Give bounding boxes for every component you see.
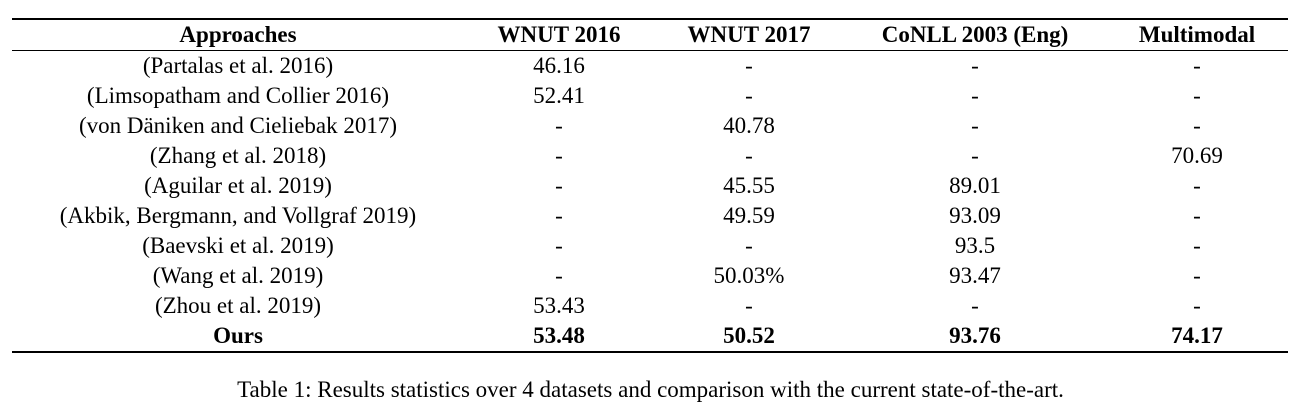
- table-header-row: Approaches WNUT 2016 WNUT 2017 CoNLL 200…: [12, 19, 1288, 51]
- approach-cell: (Baevski et al. 2019): [142, 233, 334, 258]
- wnut2017-cell: 49.59: [723, 203, 775, 228]
- approach-cell: (Zhang et al. 2018): [149, 143, 327, 168]
- header-approaches: Approaches: [179, 22, 297, 47]
- header-conll-2003: CoNLL 2003 (Eng): [881, 22, 1069, 47]
- wnut2016-cell: 52.41: [533, 83, 585, 108]
- table-caption: Table 1: Results statistics over 4 datas…: [237, 377, 1064, 402]
- header-multimodal: Multimodal: [1138, 22, 1256, 47]
- wnut2017-cell: -: [745, 53, 753, 78]
- wnut2016-cell: 46.16: [533, 53, 585, 78]
- header-wnut-2017: WNUT 2017: [687, 22, 811, 47]
- conll2003-cell: -: [971, 143, 979, 168]
- table-row: (Akbik, Bergmann, and Vollgraf 2019) - 4…: [12, 201, 1288, 231]
- header-wnut-2016: WNUT 2016: [497, 22, 621, 47]
- wnut2017-cell: 50.03%: [713, 263, 785, 288]
- table-row: (von Däniken and Cieliebak 2017) - 40.78…: [12, 111, 1288, 141]
- multimodal-cell: 74.17: [1171, 323, 1223, 348]
- multimodal-cell: -: [1193, 293, 1201, 318]
- approach-cell: Ours: [213, 323, 263, 348]
- multimodal-cell: -: [1193, 233, 1201, 258]
- multimodal-cell: -: [1193, 113, 1201, 138]
- table-row: (Aguilar et al. 2019) - 45.55 89.01 -: [12, 171, 1288, 201]
- multimodal-cell: -: [1193, 173, 1201, 198]
- wnut2017-cell: -: [745, 143, 753, 168]
- approach-cell: (Aguilar et al. 2019): [144, 173, 332, 198]
- wnut2016-cell: -: [555, 173, 563, 198]
- table-row: (Wang et al. 2019) - 50.03% 93.47 -: [12, 261, 1288, 291]
- conll2003-cell: 93.76: [949, 323, 1001, 348]
- table-row: (Limsopatham and Collier 2016) 52.41 - -…: [12, 81, 1288, 111]
- conll2003-cell: 93.47: [949, 263, 1001, 288]
- wnut2017-cell: 50.52: [723, 323, 775, 348]
- conll2003-cell: -: [971, 113, 979, 138]
- wnut2017-cell: -: [745, 233, 753, 258]
- conll2003-cell: 89.01: [949, 173, 1001, 198]
- conll2003-cell: -: [971, 293, 979, 318]
- wnut2016-cell: -: [555, 233, 563, 258]
- multimodal-cell: 70.69: [1171, 143, 1223, 168]
- wnut2017-cell: 45.55: [723, 173, 775, 198]
- approach-cell: (Wang et al. 2019): [152, 263, 324, 288]
- results-table: Approaches WNUT 2016 WNUT 2017 CoNLL 200…: [12, 18, 1288, 353]
- wnut2017-cell: -: [745, 83, 753, 108]
- conll2003-cell: -: [971, 83, 979, 108]
- conll2003-cell: -: [971, 53, 979, 78]
- approach-cell: (Partalas et al. 2016): [142, 53, 334, 78]
- results-table-container: Approaches WNUT 2016 WNUT 2017 CoNLL 200…: [12, 18, 1288, 353]
- conll2003-cell: 93.09: [949, 203, 1001, 228]
- approach-cell: (Akbik, Bergmann, and Vollgraf 2019): [59, 203, 417, 228]
- table-row: (Baevski et al. 2019) - - 93.5 -: [12, 231, 1288, 261]
- table-row-ours: Ours 53.48 50.52 93.76 74.17: [12, 321, 1288, 352]
- wnut2016-cell: -: [555, 143, 563, 168]
- wnut2016-cell: -: [555, 263, 563, 288]
- wnut2017-cell: 40.78: [723, 113, 775, 138]
- multimodal-cell: -: [1193, 83, 1201, 108]
- wnut2016-cell: 53.48: [533, 323, 585, 348]
- approach-cell: (Zhou et al. 2019): [154, 293, 322, 318]
- conll2003-cell: 93.5: [954, 233, 996, 258]
- wnut2017-cell: -: [745, 293, 753, 318]
- approach-cell: (Limsopatham and Collier 2016): [86, 83, 390, 108]
- multimodal-cell: -: [1193, 263, 1201, 288]
- table-row: (Zhou et al. 2019) 53.43 - - -: [12, 291, 1288, 321]
- table-row: (Partalas et al. 2016) 46.16 - - -: [12, 51, 1288, 82]
- multimodal-cell: -: [1193, 53, 1201, 78]
- wnut2016-cell: -: [555, 203, 563, 228]
- wnut2016-cell: 53.43: [533, 293, 585, 318]
- multimodal-cell: -: [1193, 203, 1201, 228]
- wnut2016-cell: -: [555, 113, 563, 138]
- table-row: (Zhang et al. 2018) - - - 70.69: [12, 141, 1288, 171]
- approach-cell: (von Däniken and Cieliebak 2017): [78, 113, 398, 138]
